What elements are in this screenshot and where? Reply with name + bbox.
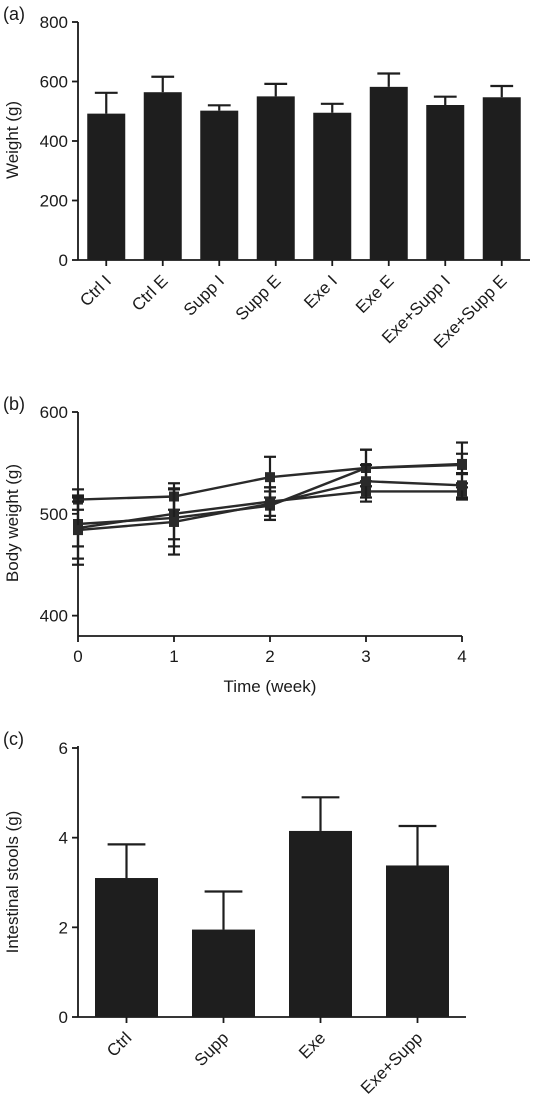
panel-c-bars	[95, 796, 449, 1017]
panel-a-bar	[426, 105, 465, 260]
panel-a-label: (a)	[3, 4, 25, 24]
panel-a-bar	[369, 86, 408, 260]
panel-a-y-tick-label: 600	[40, 73, 68, 92]
panel-a-x-tick-label: Exe E	[352, 271, 398, 317]
panel-b-y-tick-label: 500	[40, 505, 68, 524]
panel-c-x-tick-label: Exe	[295, 1028, 329, 1062]
panel-a-x-tick-label: Ctrl E	[128, 271, 171, 314]
panel-b-data-point	[169, 516, 179, 527]
panel-a-y-tick-label: 0	[59, 251, 68, 270]
panel-b-data-point	[73, 525, 83, 536]
panel-a-x-tick-label: Supp I	[180, 271, 228, 319]
panel-a-y-axis-label: Weight (g)	[3, 101, 22, 179]
panel-a-bar	[200, 110, 239, 260]
panel-b-data-point	[265, 498, 275, 509]
panel-b-y-tick-label: 400	[40, 607, 68, 626]
panel-a-bar	[87, 113, 126, 260]
panel-c-x-tick-labels: Ctrl Supp Exe Exe+Supp	[103, 1017, 426, 1098]
panel-b-x-tick-label: 2	[265, 647, 274, 666]
panel-c-bar	[289, 830, 352, 1017]
panel-a-bar	[256, 96, 295, 260]
panel-a-x-tick-label: Exe I	[300, 271, 341, 312]
panel-b-x-axis-label: Time (week)	[224, 677, 317, 696]
panel-c-intestinal-stools-bar-chart: (c) Intestinal stools (g) 0 2 4 6 Ctrl Supp E…	[3, 729, 466, 1098]
panel-b-data-point	[361, 476, 371, 487]
panel-a-x-tick-labels: Ctrl I Ctrl E Supp I Supp E Exe I Exe EExe+Su…	[76, 260, 511, 352]
panel-b-x-tick-label: 0	[73, 647, 82, 666]
panel-c-bar	[386, 865, 449, 1017]
panel-c-y-tick-label: 2	[59, 918, 68, 937]
panel-a-y-ticks: 0 200 400 600 800	[40, 13, 78, 270]
panel-b-y-ticks: 400 500 600	[40, 403, 78, 626]
panel-a-weight-bar-chart: (a) Weight (g) 0 200 400 600 800 Ctrl I Ctrl …	[3, 4, 530, 352]
panel-b-x-tick-label: 4	[457, 647, 466, 666]
panel-b-series	[72, 441, 468, 566]
panel-a-y-tick-label: 200	[40, 192, 68, 211]
panel-c-label: (c)	[3, 729, 24, 749]
panel-b-x-tick-label: 1	[169, 647, 178, 666]
panel-b-body-weight-line-chart: (b) Body weight (g) 400 500 600 0 1 2 3 4 Time…	[3, 394, 468, 696]
panel-c-y-tick-label: 6	[59, 739, 68, 758]
panel-a-y-tick-label: 400	[40, 132, 68, 151]
panel-c-y-axis-label: Intestinal stools (g)	[3, 811, 22, 954]
panel-c-bar	[95, 878, 158, 1017]
panel-b-data-point	[457, 458, 467, 469]
panel-b-data-point	[265, 472, 275, 483]
panel-b-x-ticks: 0 1 2 3 4	[73, 636, 467, 666]
panel-a-bars	[87, 72, 521, 261]
panel-b-data-point	[457, 480, 467, 491]
panel-b-label: (b)	[3, 394, 25, 414]
panel-c-bar	[192, 929, 255, 1017]
panel-c-y-ticks: 0 2 4 6	[59, 739, 78, 1027]
panel-c-y-tick-label: 0	[59, 1008, 68, 1027]
panel-a-bar	[482, 97, 521, 260]
panel-c-y-tick-label: 4	[59, 829, 68, 848]
panel-a-bar	[143, 92, 182, 261]
panel-a-bar	[313, 112, 352, 260]
panel-a-x-tick-label: Ctrl I	[76, 271, 115, 310]
panel-c-x-tick-label: Exe+Supp	[357, 1028, 426, 1097]
panel-c-x-tick-label: Ctrl	[103, 1028, 135, 1060]
panel-a-x-tick-label: Supp E	[232, 271, 285, 324]
panel-b-x-tick-label: 3	[361, 647, 370, 666]
panel-c-x-tick-label: Supp	[191, 1028, 233, 1070]
panel-b-y-tick-label: 600	[40, 403, 68, 422]
panel-b-y-axis-label: Body weight (g)	[3, 464, 22, 582]
panel-a-y-tick-label: 800	[40, 13, 68, 32]
